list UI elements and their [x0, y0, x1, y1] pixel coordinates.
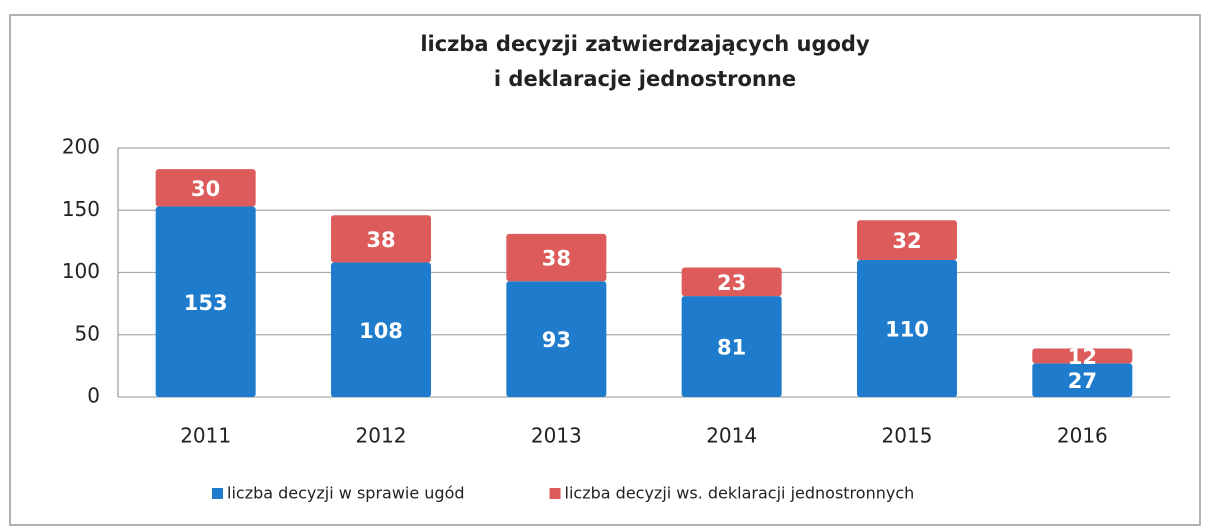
value-label: 108 [359, 319, 403, 343]
bar-segment [155, 206, 256, 397]
x-tick-label: 2012 [356, 424, 407, 448]
chart-title: i deklaracje jednostronne [494, 67, 796, 91]
bar-segment [331, 215, 431, 263]
bar-segment [857, 260, 957, 397]
legend-swatch [212, 488, 223, 499]
value-label: 110 [885, 318, 929, 342]
value-label: 93 [542, 328, 571, 352]
y-tick-label: 0 [87, 384, 100, 408]
y-tick-label: 150 [62, 197, 100, 221]
y-tick-label: 100 [62, 259, 100, 283]
value-label: 27 [1068, 369, 1097, 393]
value-label: 12 [1068, 345, 1097, 369]
bar-segment [1032, 363, 1133, 397]
x-tick-label: 2013 [531, 424, 582, 448]
bar-segment [681, 267, 782, 297]
y-tick-label: 50 [75, 321, 100, 345]
value-label: 81 [717, 336, 746, 360]
value-label: 32 [892, 229, 921, 253]
bar-segment [1032, 348, 1133, 364]
bar-segment [506, 281, 607, 397]
legend-label: liczba decyzji w sprawie ugód [227, 484, 465, 503]
bar-segment [857, 220, 957, 261]
bar-segment [155, 169, 256, 207]
x-tick-label: 2011 [180, 424, 231, 448]
legend-swatch [549, 488, 561, 499]
bar-segment [331, 262, 431, 397]
x-tick-label: 2015 [882, 424, 933, 448]
value-label: 30 [191, 177, 220, 201]
x-tick-label: 2016 [1057, 424, 1108, 448]
value-label: 23 [717, 271, 746, 295]
x-tick-label: 2014 [706, 424, 757, 448]
legend-label: liczba decyzji ws. deklaracji jednostron… [565, 484, 915, 503]
value-label: 38 [366, 228, 395, 252]
value-label: 153 [184, 291, 228, 315]
chart-title: liczba decyzji zatwierdzających ugody [420, 32, 870, 56]
y-tick-label: 200 [62, 135, 100, 159]
bar-segment [506, 233, 607, 282]
value-label: 38 [542, 247, 571, 271]
bar-segment [681, 296, 782, 397]
